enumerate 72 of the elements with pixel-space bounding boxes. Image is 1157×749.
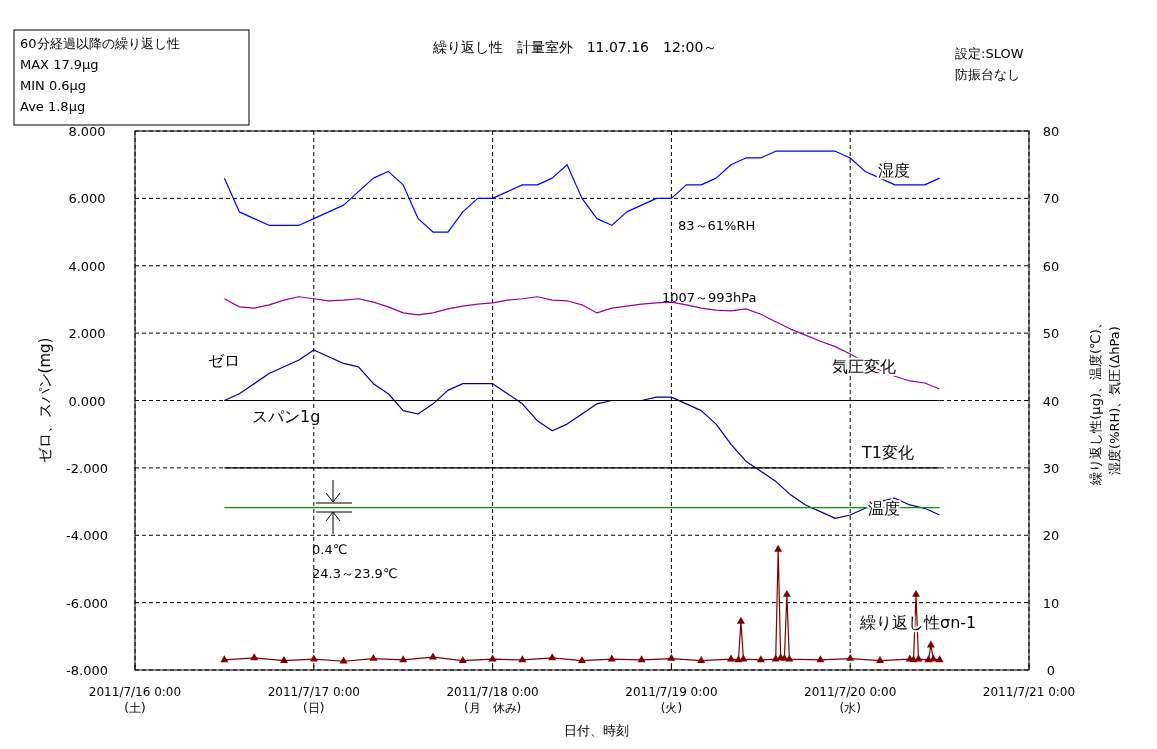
x-tick-label: 2011/7/20 0:00 (水) [804, 685, 897, 715]
y-tick-label: 4.000 [68, 258, 106, 274]
annotation: 1007～993hPa [662, 290, 757, 305]
point [428, 652, 438, 660]
series-label: 湿度 [878, 161, 910, 180]
y2-tick-label: 20 [1042, 528, 1060, 544]
point [458, 655, 467, 663]
point [771, 654, 780, 662]
x-tick-label: 2011/7/17 0:00 (日) [267, 685, 360, 715]
point [399, 655, 408, 663]
y-tick-label: -8.000 [66, 663, 108, 678]
y-axis-title: ゼロ、スパン(mg) [36, 337, 54, 464]
point [667, 653, 676, 661]
point [250, 653, 259, 661]
point [756, 655, 765, 663]
series-label: ゼロ [208, 351, 240, 370]
annotation: 0.4℃ [312, 542, 348, 557]
x-tick-label: 2011/7/18 0:00 (月 休み) [446, 685, 539, 715]
series-label: T1変化 [861, 443, 914, 462]
point [518, 655, 527, 663]
point [220, 655, 229, 663]
y2-tick-label: 0 [1046, 663, 1056, 678]
y2-tick-label: 60 [1042, 258, 1060, 274]
y-tick-label: -4.000 [66, 528, 108, 544]
point [739, 654, 748, 662]
point [875, 655, 885, 663]
y-tick-label: 2.000 [68, 326, 106, 342]
y-tick-label: 6.000 [68, 191, 106, 207]
point [607, 654, 616, 662]
point [929, 654, 938, 662]
point [914, 654, 923, 662]
chart-title: 繰り返し性 計量室外 11.07.16 12:00～ [431, 39, 718, 55]
y-tick-label: -6.000 [66, 595, 108, 611]
point [339, 656, 348, 664]
y2-axis-title: 繰り返し性(μg)、温度(℃)、湿度(%RH)、気圧(ΔhPa) [1088, 316, 1122, 486]
point [782, 589, 791, 597]
x-tick-label: 2011/7/16 0:00 (土) [88, 685, 182, 715]
point [697, 655, 706, 663]
point [785, 654, 794, 662]
point [637, 655, 646, 663]
x-axis-title: 日付、時刻 [563, 723, 629, 738]
y2-tick-label: 50 [1042, 326, 1060, 342]
point [935, 655, 944, 663]
line-series [223, 150, 941, 233]
y-tick-label: 8.000 [68, 124, 106, 139]
point [774, 544, 783, 552]
series-label: スパン1g [252, 407, 321, 426]
point [736, 616, 745, 624]
x-tick-label: 2011/7/21 0:00 [982, 685, 1076, 699]
x-tick-label: 2011/7/19 0:00 (火) [625, 685, 718, 715]
point [911, 589, 921, 597]
y-tick-label: 0.000 [68, 393, 106, 409]
point [279, 655, 289, 663]
line-series [223, 349, 941, 520]
y-tick-label: -2.000 [66, 460, 108, 476]
y2-tick-label: 30 [1042, 460, 1060, 476]
point [488, 654, 497, 662]
text: 60分経過以降の繰り返し性 MAX 17.9μg MIN 0.6μg Ave 1.8μg [20, 36, 180, 114]
text: 設定:SLOW 防振台なし [955, 46, 1024, 82]
point [548, 653, 557, 661]
point [369, 653, 378, 661]
y2-tick-label: 40 [1042, 393, 1060, 409]
point [309, 654, 318, 662]
annotation: 24.3～23.9℃ [312, 566, 398, 581]
point [726, 654, 736, 662]
point [816, 655, 825, 663]
point [577, 655, 587, 663]
y2-tick-label: 80 [1042, 124, 1060, 139]
annotation: 83～61%RH [678, 218, 756, 233]
point [846, 653, 855, 661]
y2-tick-label: 10 [1042, 595, 1060, 611]
y2-tick-label: 70 [1042, 191, 1060, 207]
